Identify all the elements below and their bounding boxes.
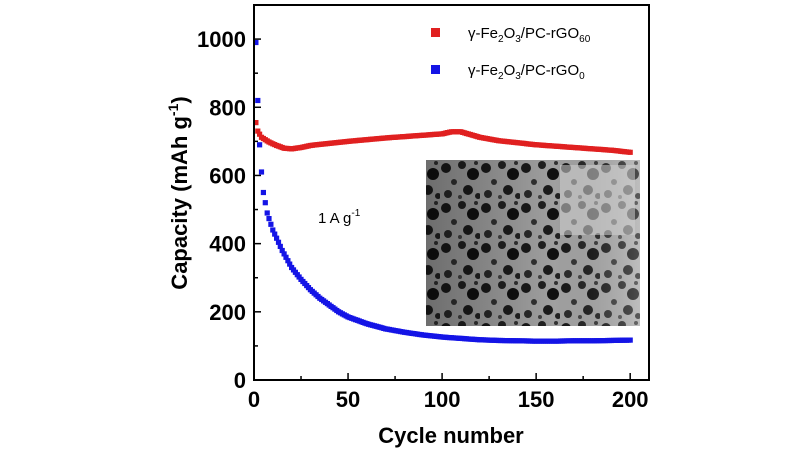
tem-inset-light-region: [560, 165, 635, 235]
series-0: [253, 120, 633, 155]
series-1-point-11: [274, 235, 280, 241]
series-1-point-12: [275, 239, 282, 245]
y-axis-title-main: Capacity (mAh g: [167, 116, 192, 290]
series-1-point-13: [277, 243, 283, 249]
series-1-point-17: [285, 258, 291, 264]
y-axis-title: Capacity (mAh g-1): [165, 96, 192, 289]
legend-label-rgo0: γ-Fe2O3/PC-rGO0: [468, 62, 585, 82]
legend-label-rgo60: γ-Fe2O3/PC-rGO60: [468, 25, 591, 45]
y-tick-label-3: 600: [209, 163, 246, 188]
x-tick-label-3: 150: [518, 387, 555, 412]
series-1-point-10: [272, 231, 278, 237]
series-0-point-0: [253, 120, 259, 126]
series-layer: [253, 39, 633, 344]
x-tick-label-0: 0: [248, 387, 260, 412]
series-1-point-199: [627, 337, 633, 343]
series-1-point-6: [264, 210, 270, 216]
series-1-point-2: [257, 142, 263, 148]
y-tick-label-0: 0: [234, 368, 246, 393]
y-tick-label-5: 1000: [197, 27, 246, 52]
current-density-label: 1 A g-1: [318, 208, 361, 227]
series-1-point-15: [281, 251, 287, 257]
plot-frame: [253, 4, 650, 381]
legend-marker-rgo0: [431, 65, 440, 74]
y-axis-title-sup: -1: [165, 103, 181, 116]
series-1-point-9: [270, 227, 276, 233]
series-0-point-1: [255, 128, 261, 134]
x-tick-label-2: 100: [424, 387, 461, 412]
current-density-sup: -1: [351, 208, 360, 219]
series-0-point-199: [627, 149, 633, 155]
y-tick-label-2: 400: [209, 232, 246, 257]
series-0-point-2: [257, 131, 263, 137]
x-tick-label-1: 50: [336, 387, 360, 412]
series-1-point-5: [262, 200, 268, 206]
x-axis-title: Cycle number: [378, 423, 524, 448]
x-tick-label-4: 200: [612, 387, 649, 412]
series-1-point-7: [266, 216, 272, 222]
current-density-main: 1 A g: [318, 210, 351, 227]
series-1-point-14: [279, 247, 285, 254]
tem-inset: [426, 160, 640, 326]
series-1-point-16: [283, 254, 289, 260]
y-axis-title-tail: ): [167, 96, 192, 103]
axis-layer: 0 50 100 150 200 0 200 400 600 800 1000: [197, 27, 649, 412]
series-1-point-8: [268, 221, 274, 227]
series-1-point-18: [287, 261, 293, 267]
series-1: [253, 39, 633, 344]
y-tick-label-4: 800: [209, 95, 246, 120]
series-1-point-1: [255, 97, 261, 104]
series-1-point-3: [258, 169, 265, 175]
legend-marker-rgo60: [431, 28, 440, 37]
y-tick-label-1: 200: [209, 300, 246, 325]
series-1-point-4: [260, 189, 266, 196]
series-1-point-0: [253, 39, 259, 46]
legend: γ-Fe2O3/PC-rGO60 γ-Fe2O3/PC-rGO0: [431, 25, 591, 82]
